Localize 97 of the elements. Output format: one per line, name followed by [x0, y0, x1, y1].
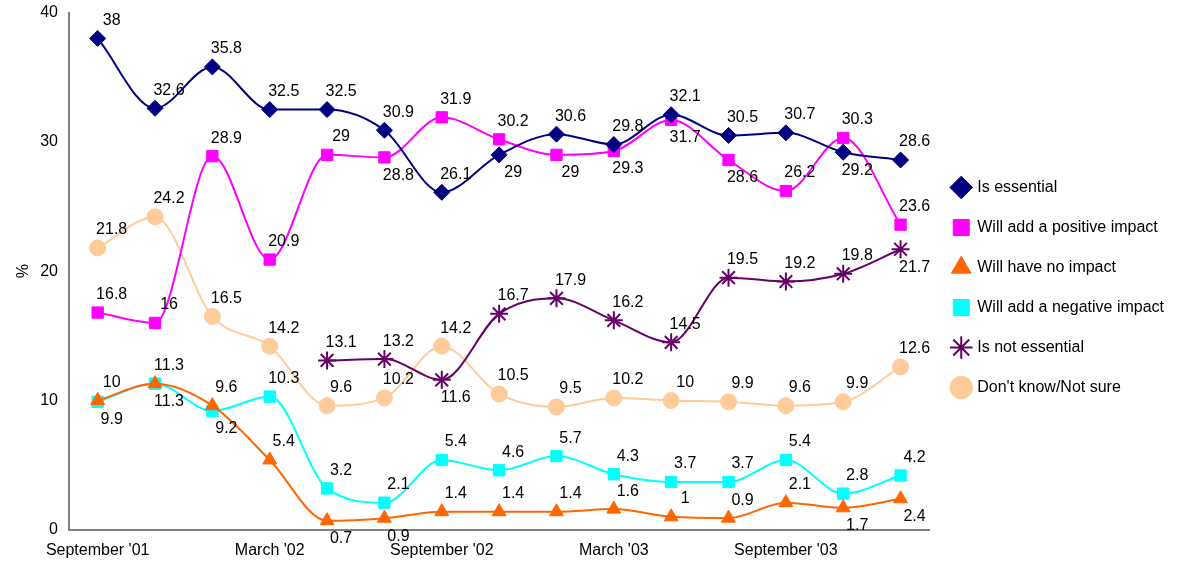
data-label: 9.9 — [731, 374, 754, 392]
y-tick-label: 40 — [40, 3, 59, 21]
data-label: 3.7 — [731, 454, 754, 472]
data-label: 35.8 — [210, 39, 243, 57]
data-label: 9.2 — [215, 419, 238, 437]
data-label: 0.7 — [329, 529, 353, 547]
data-label: 3.2 — [329, 460, 353, 478]
data-label: 23.6 — [899, 197, 931, 215]
data-label: 28.6 — [899, 132, 931, 150]
data-label: 1.4 — [559, 484, 582, 502]
data-label: 11.6 — [440, 388, 471, 406]
y-tick-label: 30 — [40, 132, 59, 150]
data-label: 26.1 — [440, 164, 472, 182]
data-label: 19.2 — [784, 253, 816, 271]
data-label: 13.2 — [382, 331, 415, 349]
legend-label: Is not essential — [977, 337, 1084, 355]
x-tick-label: March '02 — [234, 540, 305, 558]
data-label: 17.9 — [554, 270, 587, 288]
data-label: 2.8 — [846, 466, 869, 483]
data-label: 2.1 — [788, 475, 812, 493]
x-tick-label: September '03 — [734, 540, 838, 558]
data-label: 31.7 — [669, 128, 701, 146]
data-label: 4.2 — [903, 447, 926, 465]
data-label: 30.6 — [554, 106, 587, 124]
data-label: 9.6 — [329, 378, 353, 396]
data-label: 29.2 — [841, 160, 873, 178]
data-label: 9.6 — [788, 378, 812, 396]
data-label: 16.7 — [497, 286, 529, 304]
data-label: 2.4 — [903, 507, 926, 525]
data-label: 10.3 — [268, 369, 300, 387]
data-label: 30.7 — [784, 105, 816, 123]
data-label: 32.6 — [153, 80, 185, 98]
data-label: 4.6 — [501, 442, 525, 460]
data-label: 9.5 — [559, 379, 582, 397]
data-label: 12.6 — [899, 339, 931, 357]
y-tick-label: 0 — [49, 520, 59, 538]
y-axis-title: % — [14, 264, 32, 279]
data-label: 16.5 — [210, 288, 243, 306]
data-label: 28.9 — [210, 128, 243, 146]
data-label: 21.8 — [96, 220, 128, 238]
data-label: 10.5 — [497, 366, 529, 384]
data-label: 30.3 — [841, 110, 873, 128]
data-label: 5.4 — [272, 432, 295, 450]
data-label: 0.9 — [731, 490, 754, 508]
data-label: 1 — [680, 489, 690, 507]
data-label: 1.4 — [444, 484, 467, 502]
data-label: 29.8 — [612, 116, 644, 134]
data-label: 1.7 — [846, 516, 869, 534]
data-label: 4.3 — [616, 446, 640, 464]
data-label: 5.4 — [444, 432, 467, 450]
legend-label: Will add a negative impact — [977, 297, 1165, 315]
data-label: 10 — [676, 372, 695, 390]
data-label: 29 — [561, 163, 580, 181]
x-tick-label: September '01 — [45, 540, 150, 558]
data-label: 14.2 — [440, 318, 472, 336]
data-label: 30.9 — [382, 102, 415, 120]
data-label: 13.1 — [325, 332, 357, 350]
data-label: 9.9 — [846, 374, 869, 392]
data-label: 21.7 — [899, 257, 931, 275]
data-label: 19.5 — [726, 250, 759, 268]
data-label: 14.2 — [268, 318, 300, 336]
data-label: 28.6 — [726, 168, 759, 186]
data-label: 19.8 — [841, 246, 873, 264]
y-tick-label: 20 — [40, 261, 59, 279]
data-label: 24.2 — [153, 189, 185, 207]
data-label: 2.1 — [387, 475, 410, 493]
data-label: 29.3 — [612, 159, 644, 177]
data-label: 32.5 — [325, 81, 357, 99]
data-label: 1.4 — [501, 484, 525, 502]
data-label: 1.6 — [616, 481, 640, 499]
data-label: 32.5 — [268, 81, 300, 99]
data-label: 11.3 — [154, 356, 185, 374]
data-label: 11.3 — [154, 392, 185, 410]
data-label: 5.7 — [559, 428, 582, 446]
legend-label: Will add a positive impact — [977, 217, 1159, 235]
y-tick-label: 10 — [40, 390, 59, 408]
data-label: 30.2 — [497, 111, 529, 129]
data-label: 32.1 — [669, 87, 701, 105]
data-label: 38 — [102, 10, 121, 28]
data-label: 3.7 — [674, 454, 697, 472]
data-label: 10.2 — [612, 370, 644, 388]
data-label: 5.4 — [788, 432, 812, 450]
data-label: 10 — [102, 372, 121, 390]
data-label: 16.8 — [96, 284, 128, 302]
x-tick-label: March '03 — [578, 540, 649, 558]
data-label: 9.6 — [215, 378, 238, 396]
legend-label: Don't know/Not sure — [977, 377, 1121, 395]
legend-label: Is essential — [977, 177, 1058, 195]
data-label: 29 — [504, 163, 523, 181]
data-label: 30.5 — [726, 107, 759, 125]
data-label: 28.8 — [382, 165, 415, 183]
legend-label: Will have no impact — [977, 257, 1117, 275]
data-label: 10.2 — [382, 370, 415, 388]
data-label: 9.9 — [100, 410, 123, 428]
data-label: 29 — [332, 127, 351, 145]
data-label: 16.2 — [612, 292, 644, 310]
data-label: 31.9 — [440, 89, 472, 107]
